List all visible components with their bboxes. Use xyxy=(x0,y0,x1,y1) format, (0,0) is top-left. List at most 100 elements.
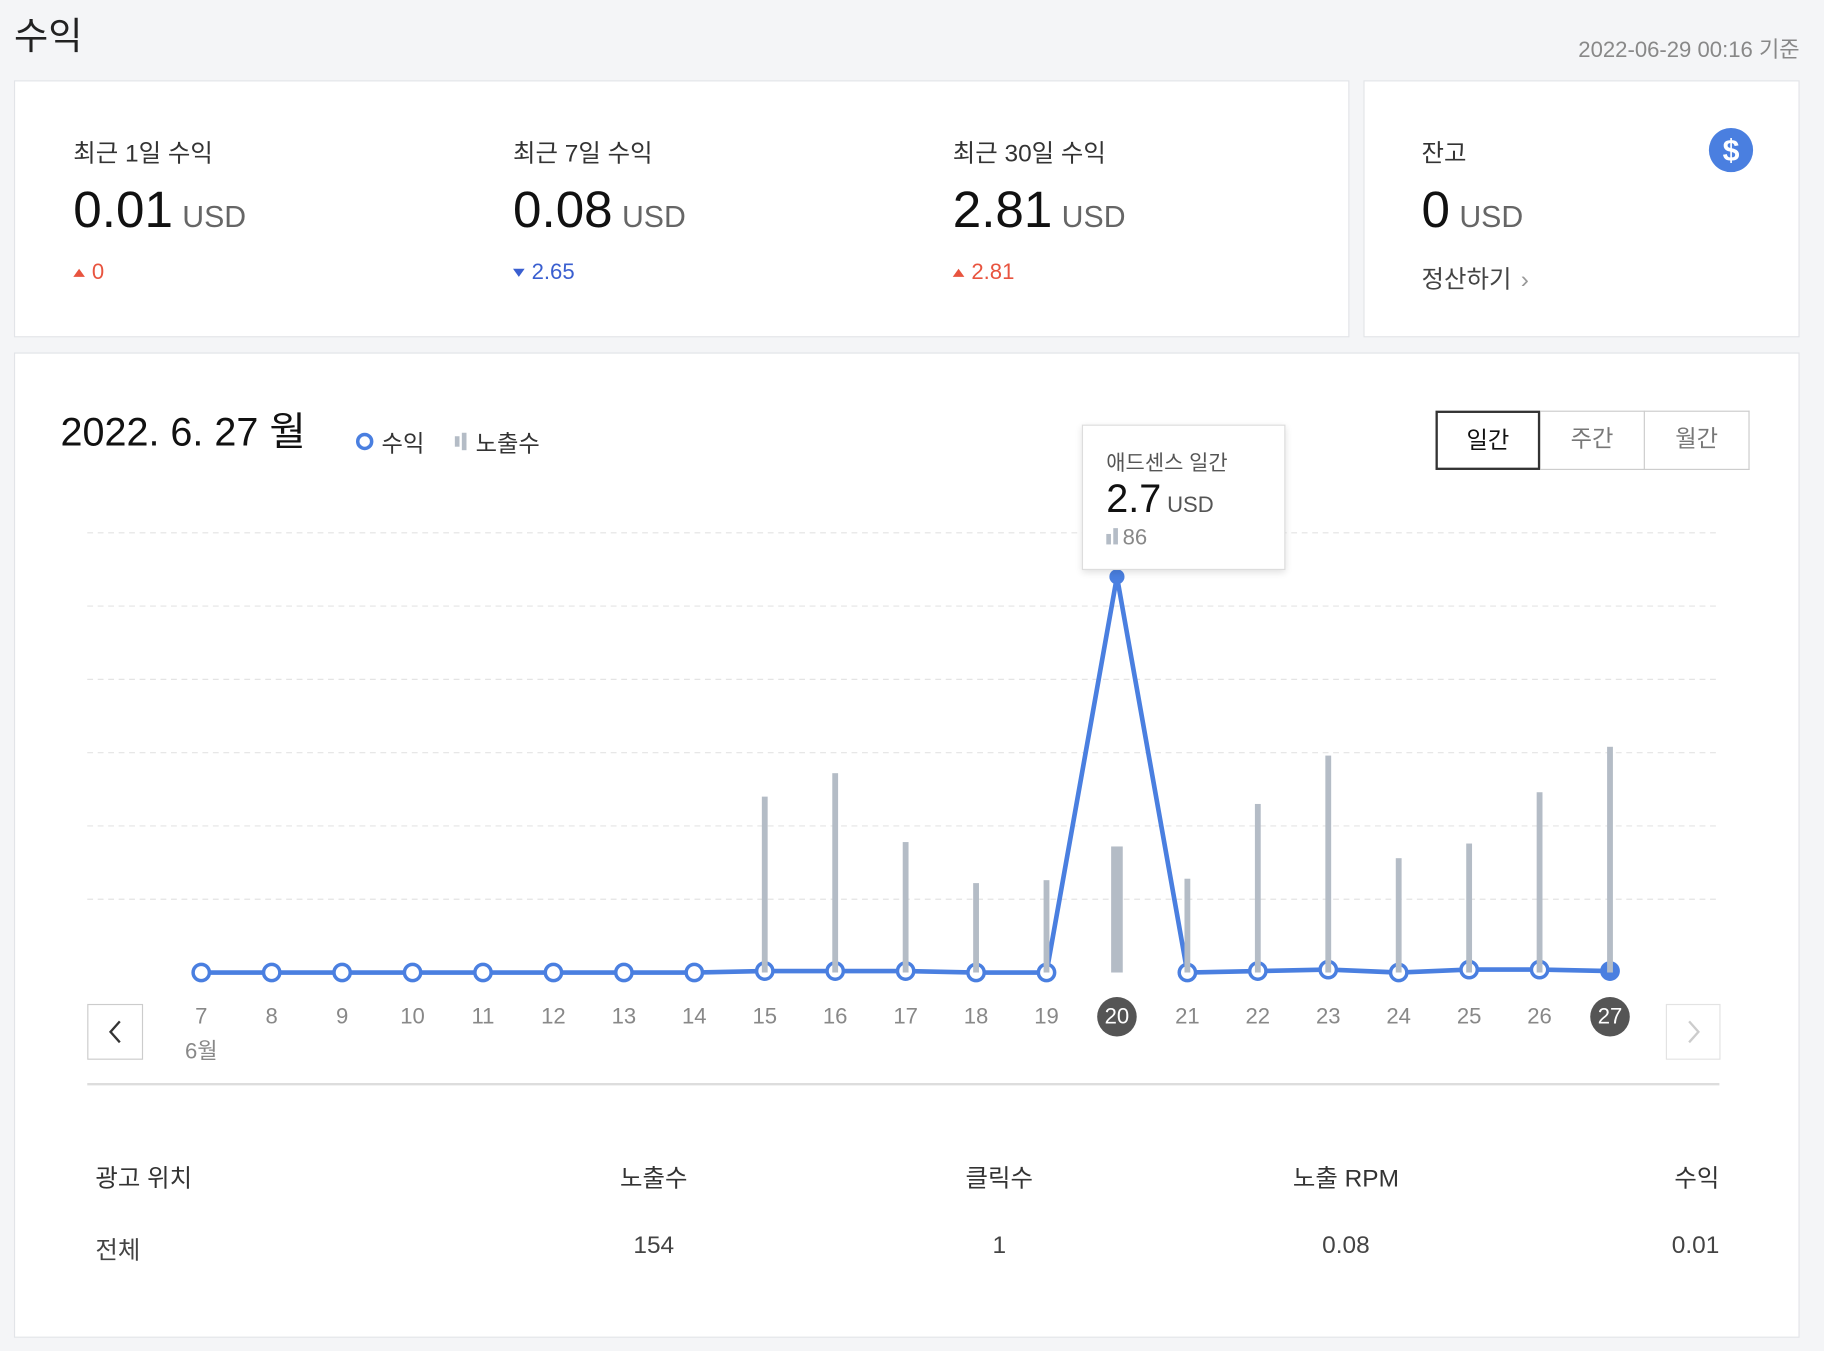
settle-link[interactable]: 정산하기 › xyxy=(1422,261,1529,296)
table-header: 광고 위치 xyxy=(95,1165,193,1193)
summary-label: 최근 7일 수익 xyxy=(513,140,653,168)
next-button[interactable] xyxy=(1665,1003,1721,1060)
summary-change: 0 xyxy=(73,261,104,287)
impression-bar xyxy=(1043,880,1050,973)
impression-bar xyxy=(1184,878,1191,973)
summary-change: 2.65 xyxy=(513,261,575,287)
revenue-point xyxy=(332,962,353,983)
balance-value: 0 xyxy=(1421,181,1451,239)
tooltip-impressions: 86 xyxy=(1122,525,1148,551)
summary-item: 최근 1일 수익 0.01 USD 0 xyxy=(73,81,469,337)
x-label-highlight xyxy=(1097,996,1137,1037)
tooltip-title: 애드센스 일간 xyxy=(1106,451,1228,475)
summary-value: 0.01 xyxy=(73,181,173,239)
revenue-point xyxy=(1109,569,1125,585)
legend-swatch xyxy=(461,432,467,451)
change-value: 2.65 xyxy=(531,260,575,286)
timestamp: 2022-06-29 00:16 기준 xyxy=(1578,38,1800,63)
table-cell: 1 xyxy=(992,1231,1007,1259)
impression-bar xyxy=(1536,792,1543,973)
revenue-point xyxy=(473,962,493,983)
x-tick-label: 19 xyxy=(1034,1004,1059,1029)
chart-title: 2022. 6. 27 월 xyxy=(60,411,305,455)
summary-label: 최근 1일 수익 xyxy=(73,140,213,168)
prev-button[interactable] xyxy=(87,1003,144,1060)
legend-swatch xyxy=(454,436,460,447)
revenue-point xyxy=(191,962,212,983)
x-tick-label: 23 xyxy=(1316,1004,1341,1029)
summary-unit: USD xyxy=(621,198,686,234)
balance-unit: USD xyxy=(1459,198,1524,234)
change-arrow xyxy=(513,269,525,278)
prev-icon xyxy=(108,1020,121,1044)
table-header: 노출 RPM xyxy=(1292,1165,1399,1193)
x-tick-label: 8 xyxy=(266,1004,278,1029)
summary-label: 최근 30일 수익 xyxy=(952,140,1106,168)
table-cell: 0.08 xyxy=(1322,1231,1370,1259)
x-tick-label: 13 xyxy=(612,1004,637,1029)
revenue-point xyxy=(543,962,564,983)
summary-value: 2.81 xyxy=(952,181,1053,239)
summary-unit: USD xyxy=(182,198,247,234)
x-tick-label: 7 xyxy=(195,1004,207,1029)
summary-item: 최근 7일 수익 0.08 USD 2.65 xyxy=(513,81,909,337)
revenue-point xyxy=(613,962,634,983)
table-cell: 전체 xyxy=(95,1237,141,1265)
legend-swatch xyxy=(355,432,374,451)
legend-item: 수익 xyxy=(355,425,424,459)
impression-bar xyxy=(1395,858,1402,973)
settle-text[interactable]: 정산하기 xyxy=(1421,266,1512,294)
page-title: 수익 xyxy=(13,15,83,58)
impression-bar xyxy=(1254,803,1261,973)
table-header: 수익 xyxy=(1674,1165,1720,1193)
next-icon xyxy=(1688,1020,1700,1044)
change-arrow xyxy=(952,269,965,278)
summary-unit: USD xyxy=(1061,198,1126,234)
revenue-point xyxy=(261,962,282,983)
impression-bar xyxy=(973,883,979,973)
x-tick-label: 20 xyxy=(1105,1004,1130,1029)
x-tick-label: 15 xyxy=(752,1004,777,1029)
x-tick-label: 18 xyxy=(964,1004,989,1029)
x-tick-label: 24 xyxy=(1386,1004,1411,1029)
tab[interactable]: 월간 xyxy=(1644,410,1750,470)
dollar-icon: $ xyxy=(1708,127,1754,173)
tooltip-unit: USD xyxy=(1167,493,1214,518)
tooltip-value: 2.7 xyxy=(1106,476,1162,522)
x-label-highlight xyxy=(1590,996,1630,1037)
impression-bar xyxy=(832,773,839,973)
x-tick-label: 14 xyxy=(682,1004,707,1029)
summary-card: 최근 1일 수익 0.01 USD 0 최근 7일 수익 0.08 USD 2.65 최근 30… xyxy=(13,80,1350,338)
summary-value-row: 0.01 USD xyxy=(73,181,246,239)
x-tick-label: 27 xyxy=(1598,1004,1623,1029)
x-tick-label: 26 xyxy=(1527,1004,1552,1029)
x-tick-label: 9 xyxy=(336,1004,348,1029)
x-tick-label: 22 xyxy=(1246,1004,1271,1029)
balance-label: 잔고 xyxy=(1421,140,1467,168)
revenue-point xyxy=(402,962,423,983)
x-tick-label: 12 xyxy=(541,1004,566,1029)
chevron: › xyxy=(1520,266,1529,294)
change-value: 0 xyxy=(91,260,105,286)
x-tick-label: 16 xyxy=(823,1004,848,1029)
tabs: 일간 주간 월간 xyxy=(1435,410,1750,470)
tab[interactable]: 주간 xyxy=(1540,410,1645,470)
impression-bar xyxy=(1607,746,1613,973)
impression-bar xyxy=(1325,755,1332,973)
summary-item: 최근 30일 수익 2.81 USD 2.81 xyxy=(952,81,1349,337)
legend: 수익 노출수 xyxy=(355,425,540,459)
change-value: 2.81 xyxy=(971,260,1015,286)
balance-card: 잔고 $ 0 USD 정산하기 › xyxy=(1363,80,1800,338)
summary-value: 0.08 xyxy=(513,181,613,239)
x-tick-label: 25 xyxy=(1457,1004,1482,1029)
x-tick-label: 10 xyxy=(400,1004,425,1029)
legend-label: 노출수 xyxy=(475,431,540,458)
x-tick-label: 21 xyxy=(1175,1004,1200,1029)
impression-bar xyxy=(1466,843,1473,973)
table-header: 노출수 xyxy=(620,1165,688,1193)
table-header: 클릭수 xyxy=(965,1165,1033,1193)
tab[interactable]: 일간 xyxy=(1435,410,1541,470)
x-tick-label: 11 xyxy=(472,1004,495,1029)
